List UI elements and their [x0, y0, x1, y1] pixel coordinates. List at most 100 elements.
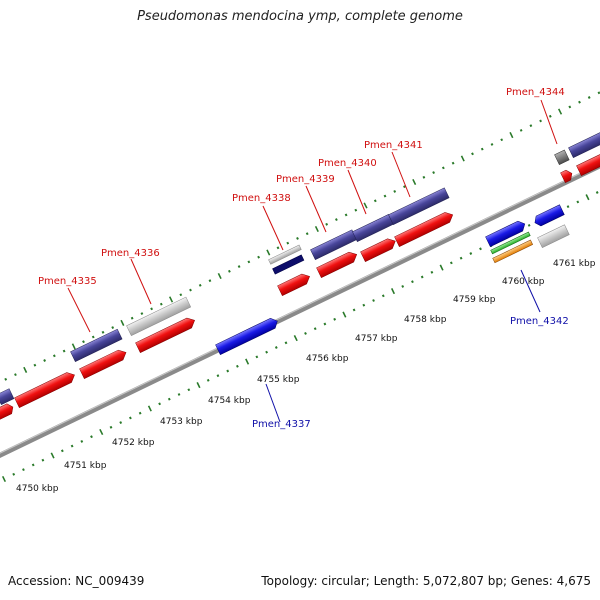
scale-label-4754: 4754 kbp [208, 396, 251, 406]
minor-tick [422, 175, 426, 179]
gene-label-pmen-4342[interactable]: Pmen_4342 [510, 316, 569, 327]
minor-tick [91, 335, 95, 339]
gene-arrow[interactable] [135, 315, 198, 354]
gene-label-pmen-4340[interactable]: Pmen_4340 [318, 158, 377, 169]
minor-tick [539, 119, 542, 123]
leader-pmen-4335 [67, 287, 91, 333]
gene-feature-pmen-4342-b[interactable] [492, 239, 534, 264]
major-tick [557, 108, 563, 115]
feature-track-outer [0, 130, 600, 406]
minor-tick [566, 205, 570, 209]
gene-arrow-pmen-4337[interactable] [215, 316, 280, 356]
minor-tick [216, 374, 220, 378]
gene-arrow[interactable] [277, 271, 312, 297]
gene-arrow[interactable] [14, 370, 77, 409]
minor-tick [208, 279, 212, 283]
minor-tick [432, 171, 435, 175]
gene-arrow[interactable] [360, 236, 398, 263]
gene-arrow[interactable] [560, 168, 575, 184]
minor-tick [597, 91, 600, 95]
leader-pmen-4338 [262, 205, 284, 251]
minor-tick [403, 185, 406, 189]
minor-tick [372, 299, 375, 302]
genome-title: Pseudomonas mendocina ymp, complete geno… [137, 9, 463, 24]
minor-tick [177, 393, 181, 396]
major-tick [168, 296, 174, 303]
gene-feature-pmen-4338-b[interactable] [272, 254, 305, 275]
major-tick [439, 264, 444, 271]
minor-tick [247, 260, 251, 264]
minor-tick [60, 449, 64, 453]
gene-arrow[interactable] [533, 204, 565, 228]
major-tick [390, 288, 396, 295]
gene-arrow[interactable] [576, 149, 600, 177]
gene-arrow[interactable] [485, 219, 528, 248]
gene-feature-pmen-4336[interactable] [126, 296, 192, 337]
minor-tick [529, 124, 533, 128]
minor-tick [62, 349, 66, 353]
minor-tick [362, 303, 366, 307]
minor-tick [587, 96, 591, 99]
minor-tick [226, 369, 230, 373]
minor-tick [43, 359, 46, 362]
minor-tick [383, 194, 387, 198]
gene-label-pmen-4335[interactable]: Pmen_4335 [38, 276, 97, 287]
major-tick [71, 343, 76, 350]
minor-tick [527, 223, 531, 227]
minor-tick [82, 340, 85, 344]
major-tick [50, 452, 55, 459]
minor-tick [255, 355, 259, 359]
minor-tick [12, 472, 16, 476]
scale-label-4753: 4753 kbp [160, 417, 203, 427]
leader-pmen-4344 [540, 99, 558, 145]
upper-tick-track [4, 91, 600, 381]
gene-label-pmen-4338[interactable]: Pmen_4338 [232, 193, 291, 204]
minor-tick [236, 364, 239, 368]
minor-tick [274, 346, 278, 349]
leader-lines [67, 99, 558, 423]
major-tick [196, 382, 201, 389]
gene-feature-pmen-4344[interactable] [554, 149, 570, 166]
gene-feature-pmen-4342-a[interactable] [490, 231, 531, 255]
gene-feature-pmen-4335[interactable] [70, 328, 123, 363]
minor-tick [373, 199, 377, 203]
scale-label-4755: 4755 kbp [257, 375, 300, 385]
feature-track-below [215, 204, 570, 356]
scale-label-4750: 4750 kbp [16, 484, 59, 494]
gene-label-pmen-4336[interactable]: Pmen_4336 [101, 248, 160, 259]
gene-feature-pmen-4341[interactable] [388, 187, 450, 226]
minor-tick [305, 232, 309, 236]
minor-tick [22, 468, 25, 472]
minor-tick [393, 189, 397, 193]
minor-tick [500, 138, 504, 142]
minor-tick [313, 327, 317, 331]
gene-feature-pmen-4340[interactable] [352, 214, 394, 243]
gene-arrow[interactable] [316, 250, 360, 279]
minor-tick [480, 147, 484, 151]
minor-tick [41, 458, 45, 462]
minor-tick [459, 256, 463, 260]
gene-label-pmen-4337[interactable]: Pmen_4337 [252, 419, 311, 430]
scale-label-4752: 4752 kbp [112, 438, 155, 448]
feature-track-inner [0, 149, 600, 422]
minor-tick [4, 377, 8, 381]
leader-pmen-4340 [347, 169, 367, 215]
scale-label-4760: 4760 kbp [502, 277, 545, 287]
gene-label-pmen-4339[interactable]: Pmen_4339 [276, 174, 335, 185]
gene-arrow[interactable] [79, 347, 129, 380]
gene-feature-pmen-4338-a[interactable] [268, 244, 302, 265]
minor-tick [286, 241, 290, 245]
gene-feature[interactable] [568, 130, 600, 159]
gene-label-pmen-4341[interactable]: Pmen_4341 [364, 140, 423, 151]
major-tick [1, 475, 7, 483]
gene-feature[interactable] [0, 388, 15, 406]
gene-label-pmen-4344[interactable]: Pmen_4344 [506, 87, 565, 98]
leader-pmen-4341 [391, 151, 411, 198]
gene-feature[interactable] [537, 224, 570, 249]
minor-tick [568, 105, 572, 109]
minor-tick [159, 302, 163, 306]
gene-arrow[interactable] [394, 210, 456, 248]
gene-arrow[interactable] [0, 402, 15, 422]
minor-tick [101, 330, 105, 334]
minor-tick [111, 326, 115, 330]
